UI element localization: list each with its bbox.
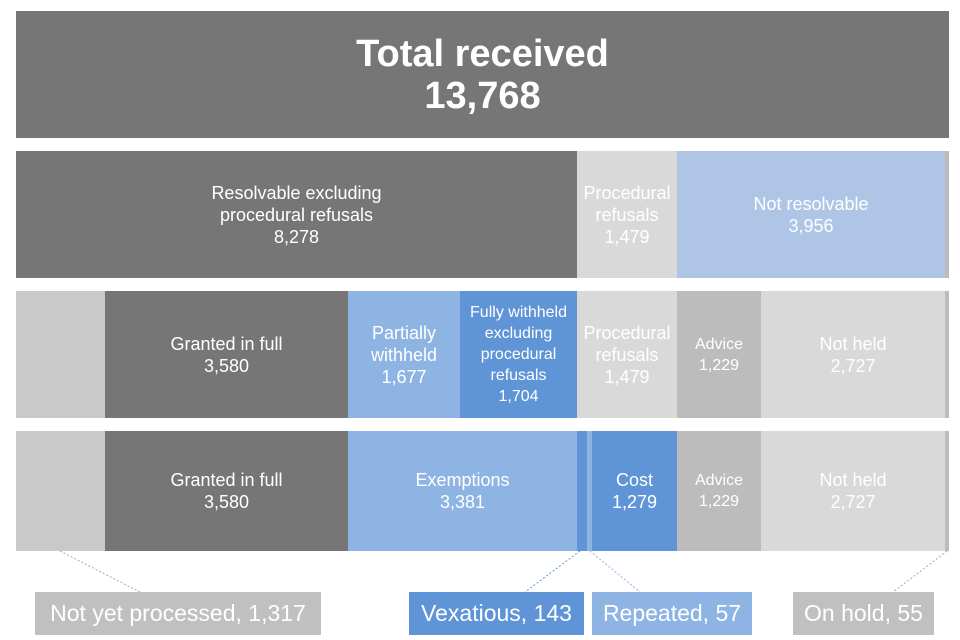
not-resolvable-segment: Not resolvable 3,956 <box>677 151 945 278</box>
resolvable-label-1: Resolvable excluding <box>211 182 382 203</box>
vexatious-segment <box>577 431 587 551</box>
partially-value: 1,677 <box>381 366 427 387</box>
cost-value: 1,279 <box>611 492 658 512</box>
total-received-value: 13,768 <box>424 74 541 117</box>
repeated-connector <box>589 550 641 593</box>
vexatious-callout: Vexatious, 143 <box>409 592 584 635</box>
row1-on-hold-sliver <box>945 151 949 278</box>
on-hold-callout: On hold, 55 <box>793 592 934 635</box>
row3-not-yet-processed-segment <box>16 431 105 551</box>
row1-procedural-label-2: refusals <box>595 204 659 225</box>
total-received-bar: Total received 13,768 <box>16 11 949 138</box>
not-resolvable-label: Not resolvable <box>753 193 869 214</box>
row2-procedural-value: 1,479 <box>604 366 650 387</box>
fully-value: 1,704 <box>498 388 539 405</box>
exemptions-segment: Exemptions 3,381 <box>348 431 577 551</box>
row2-granted-segment: Granted in full 3,580 <box>105 291 348 418</box>
partially-label-2: withheld <box>370 344 438 365</box>
row2-not-held-segment: Not held 2,727 <box>761 291 945 418</box>
row2-advice-value: 1,229 <box>698 356 740 374</box>
row2-on-hold-sliver <box>945 291 949 418</box>
fully-label-2: excluding <box>484 325 553 342</box>
row2-not-held-label: Not held <box>819 333 887 354</box>
row3-granted-segment: Granted in full 3,580 <box>105 431 348 551</box>
row2-advice-segment: Advice 1,229 <box>677 291 761 418</box>
not-yet-processed-callout: Not yet processed, 1,317 <box>35 592 321 635</box>
cost-segment: Cost 1,279 <box>592 431 677 551</box>
repeated-segment <box>587 431 592 551</box>
row2-not-held-value: 2,727 <box>830 355 876 376</box>
not-yet-connector <box>59 550 141 593</box>
row2-procedural-label-1: Procedural <box>583 322 671 343</box>
on-hold-connector <box>892 550 948 593</box>
fully-label-4: refusals <box>490 367 547 384</box>
row3-granted-value: 3,580 <box>203 492 250 512</box>
resolvable-label-2: procedural refusals <box>219 204 374 225</box>
row1-procedural-value: 1,479 <box>604 226 650 247</box>
row3-not-held-label: Not held <box>819 470 887 490</box>
partially-label-1: Partially <box>371 322 437 343</box>
vexatious-connector <box>524 550 581 593</box>
row2-advice-label: Advice <box>694 335 744 353</box>
exemptions-value: 3,381 <box>439 492 486 512</box>
row1-procedural-label-1: Procedural <box>583 182 671 203</box>
row3-on-hold-sliver <box>945 431 949 551</box>
cost-label: Cost <box>615 470 653 490</box>
row3-advice-segment: Advice 1,229 <box>677 431 761 551</box>
fully-label-3: procedural <box>480 346 557 363</box>
fully-withheld-segment: Fully withheld excluding procedural refu… <box>460 291 577 418</box>
row2-not-yet-processed-segment <box>16 291 105 418</box>
exemptions-label: Exemptions <box>415 470 510 490</box>
fully-label-1: Fully withheld <box>470 304 567 321</box>
repeated-callout: Repeated, 57 <box>592 592 752 635</box>
row3-advice-label: Advice <box>694 472 744 489</box>
partially-withheld-segment: Partially withheld 1,677 <box>348 291 460 418</box>
row2-procedural-label-2: refusals <box>595 344 659 365</box>
total-received-label: Total received <box>356 32 609 75</box>
resolvable-segment: Resolvable excluding procedural refusals… <box>16 151 577 278</box>
row1-procedural-refusals-segment: Procedural refusals 1,479 <box>577 151 677 278</box>
row3-advice-value: 1,229 <box>698 493 740 510</box>
not-resolvable-value: 3,956 <box>788 215 834 236</box>
row2-procedural-refusals-segment: Procedural refusals 1,479 <box>577 291 677 418</box>
row3-granted-label: Granted in full <box>170 470 283 490</box>
row2-granted-value: 3,580 <box>203 355 250 376</box>
row2-granted-label: Granted in full <box>170 333 283 354</box>
resolvable-value: 8,278 <box>273 226 320 247</box>
row3-not-held-value: 2,727 <box>830 492 876 512</box>
row3-not-held-segment: Not held 2,727 <box>761 431 945 551</box>
